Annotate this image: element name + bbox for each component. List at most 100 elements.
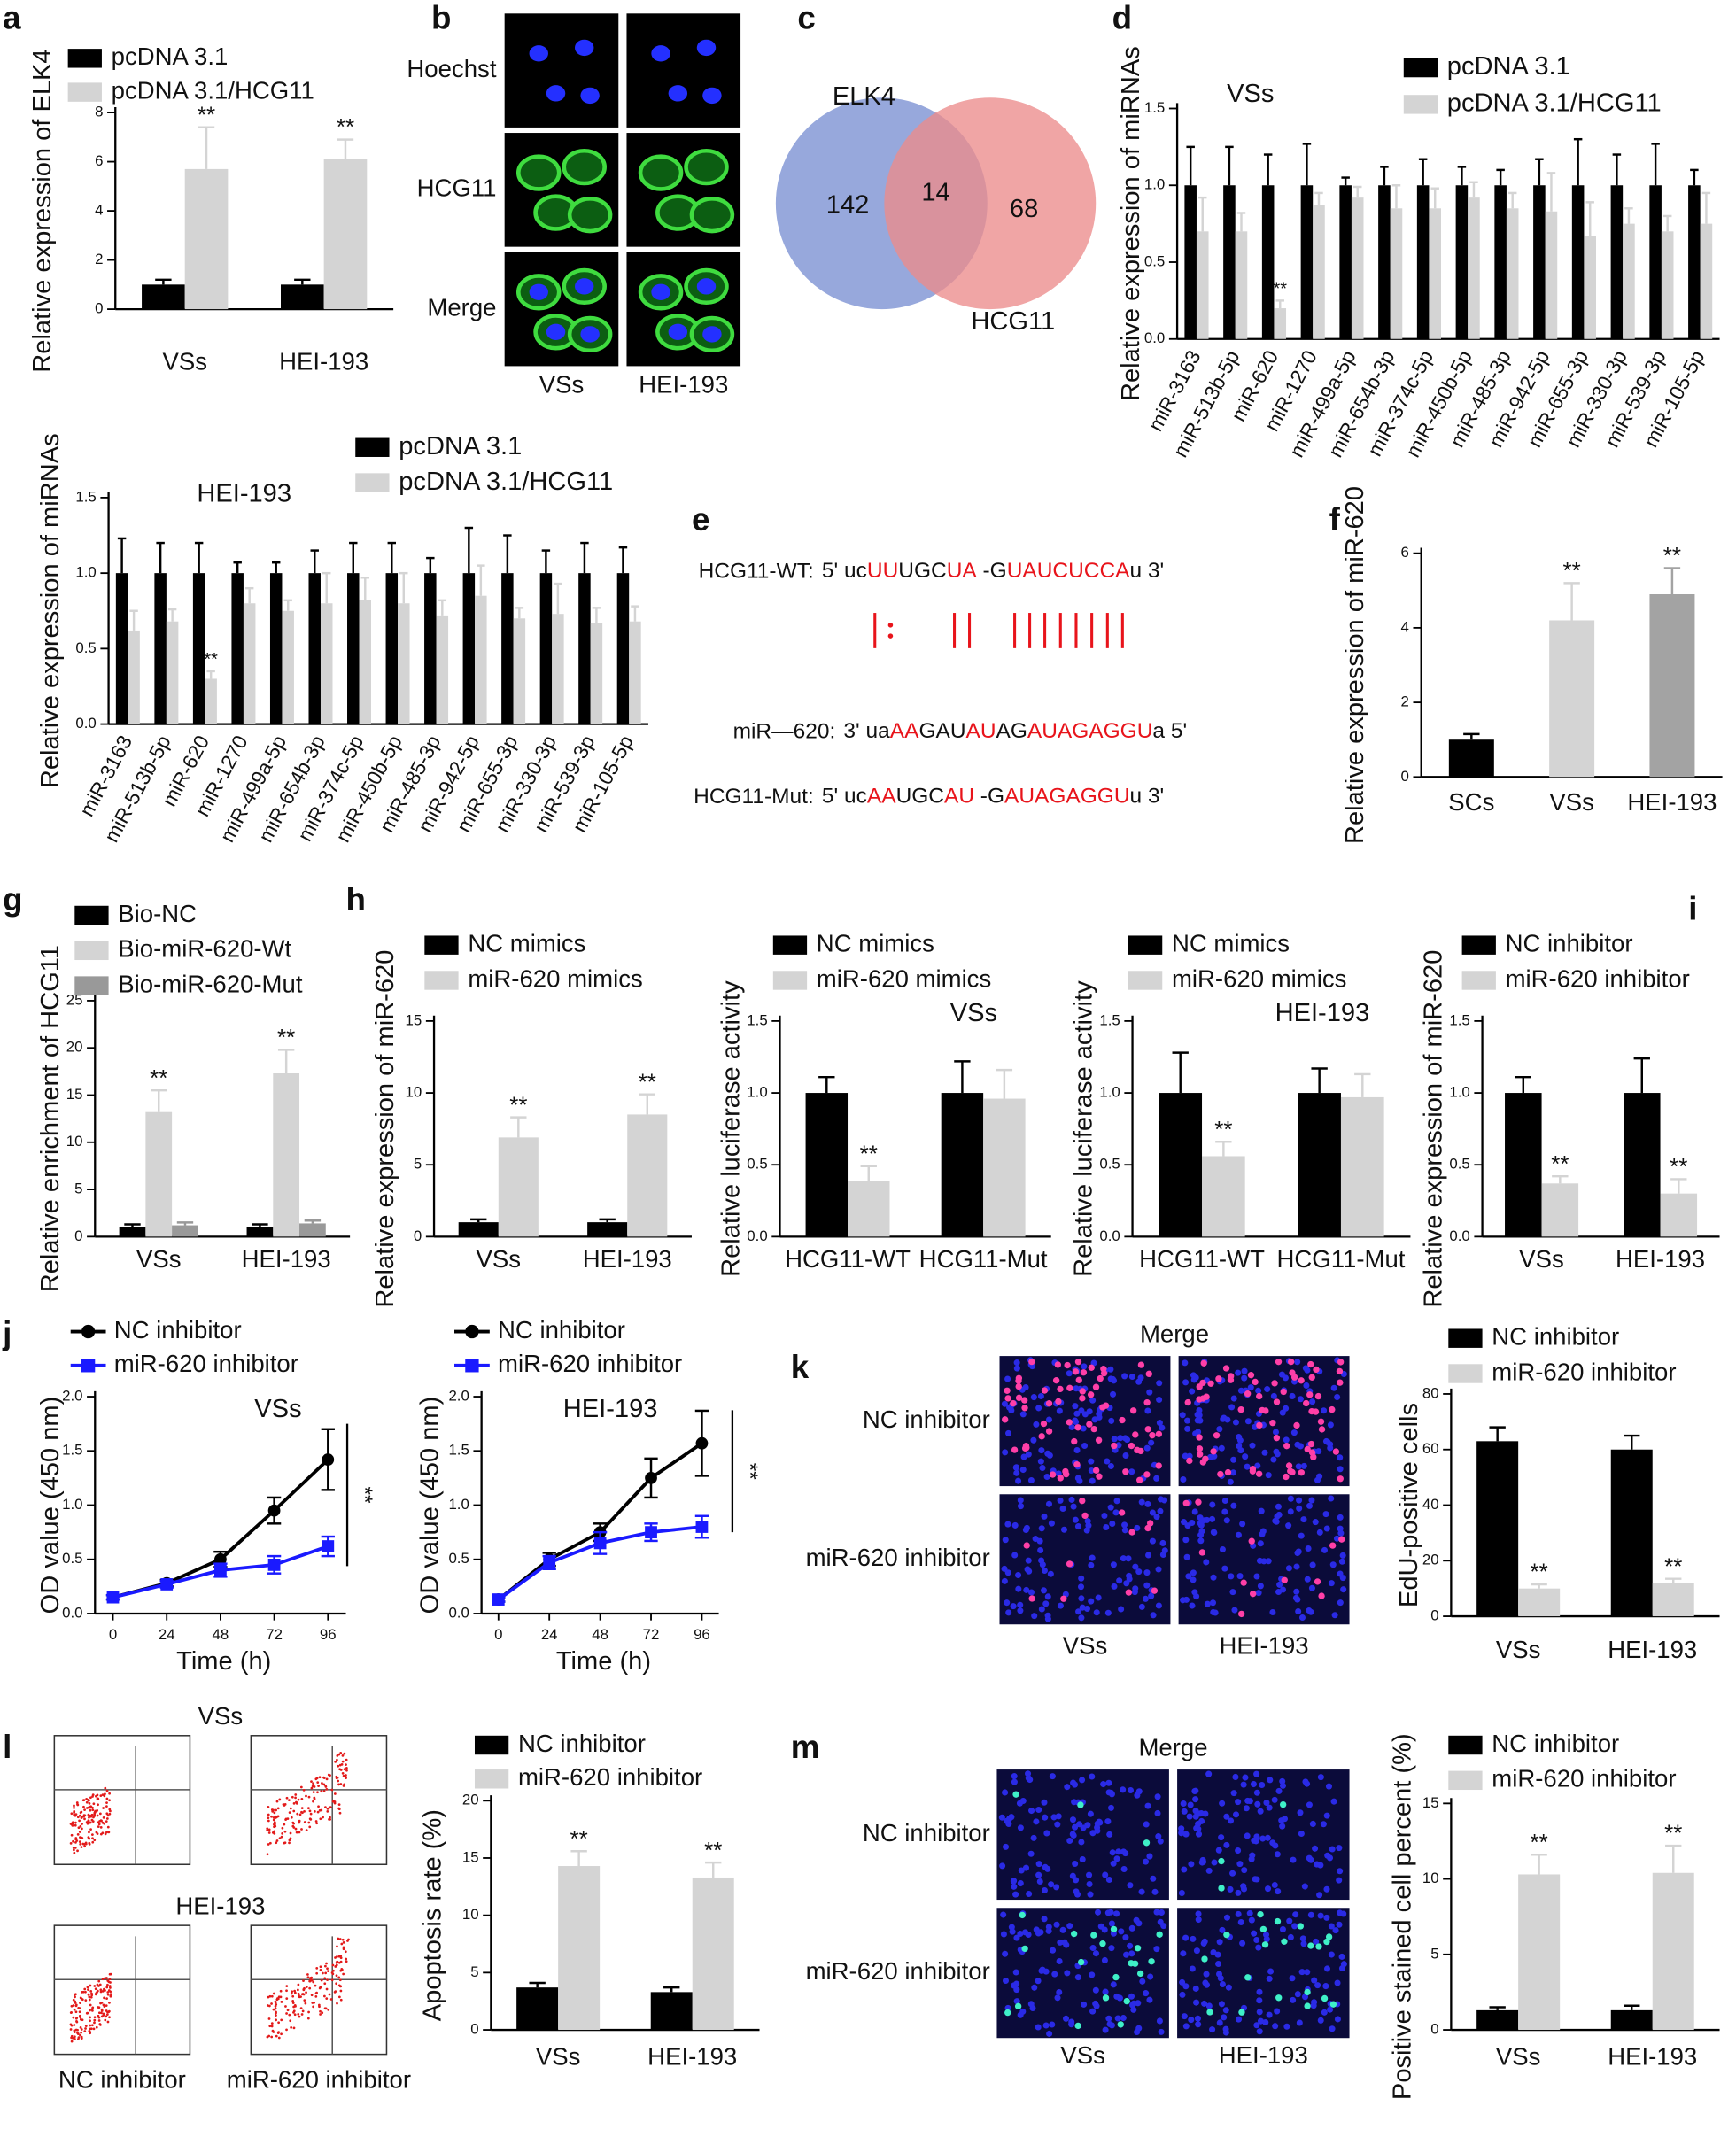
nucleus	[1108, 1417, 1115, 1424]
significance-label: **	[1531, 1829, 1548, 1855]
event	[343, 1783, 346, 1786]
y-axis-label: EdU-positive cells	[1395, 1403, 1423, 1607]
event	[97, 1803, 99, 1807]
y-tick-label: 0.5	[75, 639, 96, 656]
event	[309, 1812, 313, 1816]
stained-cell	[1199, 1379, 1206, 1387]
nucleus	[1253, 1770, 1260, 1777]
event	[109, 1994, 112, 1998]
nucleus	[1089, 1773, 1096, 1780]
x-tick-label: 0	[109, 1626, 117, 1643]
nucleus	[1192, 1796, 1199, 1803]
nucleus	[1298, 1614, 1306, 1621]
stained-cell	[1252, 1378, 1259, 1386]
event	[106, 1991, 110, 1994]
stained-cell	[1224, 1468, 1232, 1476]
event	[315, 1971, 319, 1975]
bar	[1494, 185, 1507, 339]
nucleus	[1205, 1770, 1213, 1777]
nucleus	[1264, 1386, 1271, 1393]
legend-label: NC inhibitor	[498, 1316, 625, 1343]
nucleus	[546, 323, 566, 340]
bar	[587, 1222, 628, 1237]
nucleus	[1079, 1855, 1086, 1863]
stained-cell	[1028, 1595, 1035, 1602]
bar	[498, 1137, 539, 1237]
bar	[1533, 185, 1546, 339]
event	[284, 1818, 287, 1821]
legend-label: pcDNA 3.1	[1447, 52, 1570, 81]
marker	[695, 1521, 709, 1533]
stained-cell	[1217, 1470, 1224, 1478]
event	[289, 2019, 292, 2023]
nucleus	[574, 39, 594, 57]
nucleus	[1105, 1779, 1112, 1786]
nucleus	[1337, 1454, 1344, 1461]
event	[81, 1816, 83, 1819]
cell	[638, 154, 684, 191]
event	[318, 1776, 322, 1779]
event	[317, 2003, 321, 2007]
legend-swatch	[1448, 1770, 1483, 1791]
event	[105, 1817, 109, 1820]
event	[87, 1988, 89, 1991]
nucleus	[1211, 1859, 1218, 1866]
event	[80, 1846, 83, 1849]
significance-label: **	[198, 101, 215, 128]
nucleus	[1017, 1497, 1024, 1504]
nucleus	[1248, 1855, 1255, 1862]
stained-cell	[1271, 1380, 1278, 1387]
nucleus	[1150, 1875, 1157, 1882]
event	[275, 1841, 278, 1845]
panel-letter: k	[791, 1349, 810, 1385]
nucleus	[1154, 1793, 1161, 1800]
nucleus	[1037, 1546, 1044, 1554]
nucleus	[1108, 1920, 1115, 1927]
stained-cell	[1074, 1424, 1081, 1431]
nucleus	[1127, 1942, 1134, 1949]
nucleus	[1253, 1573, 1260, 1580]
bar	[1351, 197, 1364, 339]
event	[104, 1792, 106, 1796]
event	[102, 1807, 105, 1809]
event	[87, 1819, 90, 1823]
stained-cell	[1095, 1436, 1103, 1444]
stained-cell	[1072, 1368, 1080, 1375]
nucleus	[1086, 1881, 1093, 1888]
event	[306, 1976, 310, 1979]
event	[322, 1816, 324, 1819]
event	[73, 1807, 75, 1809]
nucleus	[1296, 2019, 1303, 2026]
event	[273, 1811, 276, 1815]
nucleus	[1293, 1588, 1300, 1595]
legend-label: pcDNA 3.1/HCG11	[112, 76, 314, 104]
event	[70, 1812, 74, 1816]
event	[341, 1938, 345, 1941]
event	[297, 1992, 300, 1995]
event	[319, 1969, 322, 1971]
marker	[106, 1591, 120, 1604]
stained-cell	[1184, 1398, 1191, 1406]
event	[98, 1983, 102, 1986]
nucleus	[1275, 1888, 1282, 1895]
y-tick-label: 0.5	[747, 1156, 767, 1173]
nucleus	[1154, 1809, 1161, 1816]
nucleus	[1327, 2006, 1334, 2013]
nucleus	[1330, 1798, 1337, 1805]
y-tick-label: 2.0	[448, 1387, 469, 1404]
legend-label: miR-620 inhibitor	[114, 1350, 298, 1377]
event	[81, 1827, 83, 1831]
event	[72, 1847, 75, 1849]
marker	[543, 1556, 556, 1569]
event	[70, 2011, 73, 2014]
event	[286, 1817, 290, 1820]
nucleus	[1010, 1603, 1017, 1610]
nucleus	[1316, 1892, 1323, 1899]
event	[280, 1835, 283, 1839]
nucleus	[1081, 2001, 1088, 2008]
nucleus	[1149, 1537, 1156, 1545]
nucleus	[1153, 1946, 1160, 1953]
nucleus	[1013, 1986, 1020, 1994]
y-tick-label: 1.5	[747, 1011, 767, 1028]
